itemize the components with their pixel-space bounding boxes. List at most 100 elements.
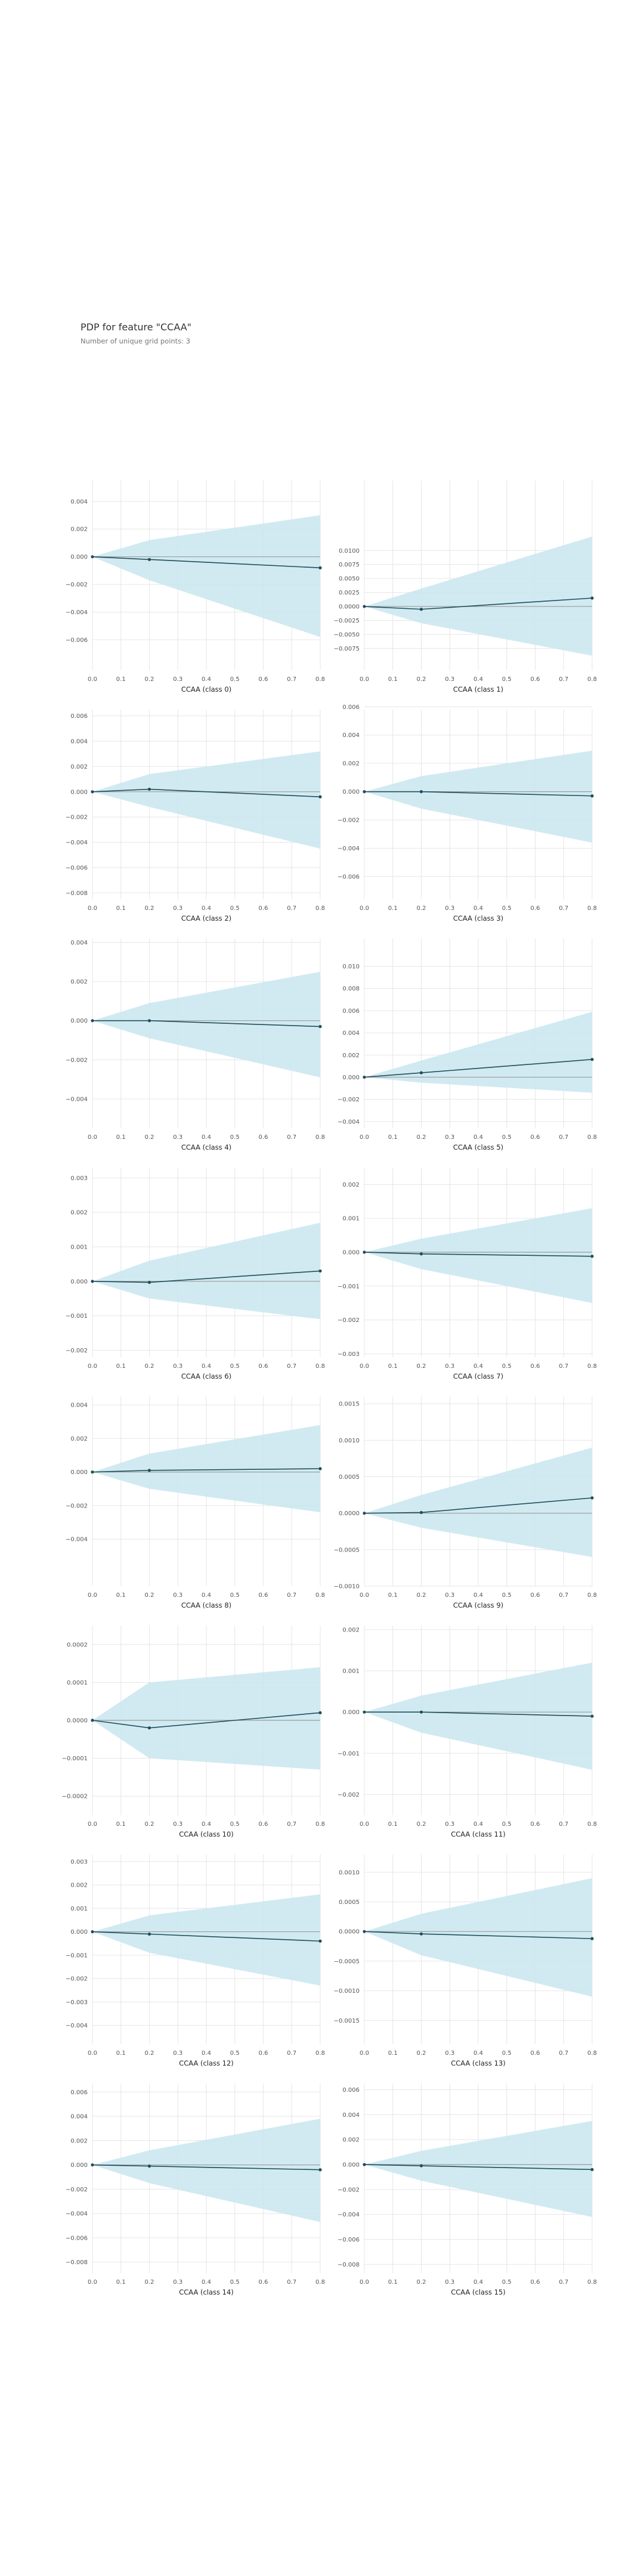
chart-15-xtick-label-1: 0.1: [388, 2279, 398, 2286]
chart-14-xtick-label-5: 0.5: [230, 2279, 240, 2286]
chart-13-xtick-label-2: 0.2: [417, 2050, 426, 2057]
chart-3-xtick-label-2: 0.2: [417, 905, 426, 912]
chart-12-xtick-label-2: 0.2: [145, 2050, 154, 2057]
chart-12-point-2: [318, 1939, 322, 1943]
chart-14-ytick-label-6: −0.006: [66, 2235, 88, 2241]
chart-3: 0.0 0.1 0.2 0.3 0.4 0.5 0.6 0.7 0.8 0.006 0.004 0.0…: [338, 704, 597, 922]
chart-0-ytick-label-5: −0.006: [66, 637, 88, 643]
chart-14-xtick-label-6: 0.6: [259, 2279, 268, 2286]
chart-10-xtick-label-6: 0.6: [259, 1821, 268, 1828]
chart-3-xtick-label-8: 0.8: [587, 905, 597, 912]
chart-1-point-1: [419, 608, 423, 611]
chart-0-point-2: [318, 566, 322, 569]
chart-12-xtick-label-5: 0.5: [230, 2050, 240, 2057]
chart-9-xtick-label-4: 0.4: [473, 1592, 483, 1599]
chart-13-point-0: [363, 1930, 366, 1933]
chart-6-point-1: [147, 1280, 151, 1284]
chart-9-ytick-label-4: −0.0005: [334, 1547, 360, 1553]
chart-8-xtick-label-0: 0.0: [88, 1592, 97, 1599]
chart-14-ytick-label-2: 0.002: [70, 2138, 88, 2144]
chart-8-ytick-label-1: 0.002: [70, 1436, 88, 1442]
chart-3-point-1: [419, 790, 423, 794]
chart-3-ytick-label-0: 0.006: [342, 704, 360, 711]
chart-14-confidence-band: [92, 2119, 320, 2222]
chart-15-xtick-label-6: 0.6: [531, 2279, 540, 2286]
chart-6-xtick-label-8: 0.8: [315, 1363, 325, 1370]
chart-9-xtick-label-1: 0.1: [388, 1592, 398, 1599]
chart-3-ytick-label-1: 0.004: [342, 732, 360, 739]
chart-5-ytick-label-2: 0.006: [342, 1008, 360, 1014]
chart-4-xtick-label-8: 0.8: [315, 1134, 325, 1141]
chart-13-xtick-label-5: 0.5: [502, 2050, 512, 2057]
chart-10-ytick-label-3: −0.0001: [62, 1755, 88, 1762]
chart-10-ytick-label-4: −0.0002: [62, 1794, 88, 1800]
chart-14-point-0: [91, 2163, 94, 2167]
chart-1-xtick-label-7: 0.7: [559, 676, 568, 683]
chart-10-xtick-label-8: 0.8: [315, 1821, 325, 1828]
chart-13-xtick-label-0: 0.0: [360, 2050, 369, 2057]
chart-0-xtick-label-3: 0.3: [173, 676, 182, 683]
chart-12-ytick-label-3: 0.000: [70, 1929, 88, 1936]
chart-8-xtick-label-5: 0.5: [230, 1592, 240, 1599]
chart-9-xlabel: CCAA (class 9): [453, 1601, 503, 1609]
chart-14-ytick-label-3: 0.000: [70, 2162, 88, 2169]
chart-1-xtick-label-8: 0.8: [587, 676, 597, 683]
chart-7-xtick-label-3: 0.3: [445, 1363, 454, 1370]
chart-0-ytick-label-1: 0.002: [70, 527, 88, 533]
chart-10-ytick-label-0: 0.0002: [67, 1642, 88, 1648]
chart-4-xlabel: CCAA (class 4): [181, 1143, 231, 1151]
chart-1-xtick-label-5: 0.5: [502, 676, 512, 683]
chart-3-xtick-label-1: 0.1: [388, 905, 398, 912]
chart-5-ytick-label-1: 0.008: [342, 986, 360, 992]
chart-4-ytick-label-3: −0.002: [66, 1057, 88, 1064]
page-subtitle: Number of unique grid points: 3: [80, 337, 191, 345]
chart-3-xtick-label-5: 0.5: [502, 905, 512, 912]
chart-8-ytick-label-0: 0.004: [70, 1402, 88, 1409]
chart-15-point-1: [419, 2164, 423, 2168]
chart-10-point-2: [318, 1711, 322, 1714]
chart-15-ytick-label-6: −0.006: [338, 2237, 360, 2243]
chart-11-point-0: [363, 1710, 366, 1714]
chart-6-xtick-label-0: 0.0: [88, 1363, 97, 1370]
chart-11-xtick-label-2: 0.2: [417, 1821, 426, 1828]
chart-4-point-1: [147, 1019, 151, 1023]
chart-14-xtick-label-7: 0.7: [287, 2279, 296, 2286]
chart-4-point-0: [91, 1019, 94, 1023]
chart-5-xtick-label-5: 0.5: [502, 1134, 512, 1141]
chart-2-point-2: [318, 795, 322, 798]
chart-6-xtick-label-7: 0.7: [287, 1363, 296, 1370]
chart-10-point-1: [147, 1726, 151, 1730]
chart-14-xtick-label-3: 0.3: [173, 2279, 182, 2286]
chart-6-point-2: [318, 1269, 322, 1273]
chart-1-point-0: [363, 605, 366, 608]
chart-3-xtick-label-0: 0.0: [360, 905, 369, 912]
chart-13: 0.0 0.1 0.2 0.3 0.4 0.5 0.6 0.7 0.8 0.0010 0.0005 0…: [334, 1854, 597, 2067]
chart-1-xtick-label-0: 0.0: [360, 676, 369, 683]
chart-2-xtick-label-6: 0.6: [259, 905, 268, 912]
chart-1-xlabel: CCAA (class 1): [453, 685, 503, 693]
chart-10-xtick-label-3: 0.3: [173, 1821, 182, 1828]
chart-12-ytick-label-5: −0.002: [66, 1976, 88, 1983]
chart-12-ytick-label-2: 0.001: [70, 1906, 88, 1912]
chart-9: 0.0 0.1 0.2 0.3 0.4 0.5 0.6 0.7 0.8 0.0015 0.0010 0…: [334, 1397, 597, 1609]
chart-8-ytick-label-4: −0.004: [66, 1537, 88, 1543]
chart-0-confidence-band: [92, 515, 320, 637]
chart-12-ytick-label-1: 0.002: [70, 1883, 88, 1889]
chart-0-xtick-label-0: 0.0: [88, 676, 97, 683]
chart-5-xtick-label-1: 0.1: [388, 1134, 398, 1141]
chart-6-ytick-label-2: 0.001: [70, 1244, 88, 1250]
chart-13-confidence-band: [364, 1878, 592, 1997]
chart-7-xtick-label-2: 0.2: [417, 1363, 426, 1370]
chart-15-ytick-label-3: 0.000: [342, 2162, 360, 2168]
chart-14-ytick-label-1: 0.004: [70, 2114, 88, 2120]
chart-6-ytick-label-4: −0.001: [66, 1313, 88, 1320]
chart-12: 0.0 0.1 0.2 0.3 0.4 0.5 0.6 0.7 0.8 0.003 0.002 0.0…: [66, 1854, 325, 2067]
chart-4-ytick-label-4: −0.004: [66, 1096, 88, 1103]
chart-6-confidence-band: [92, 1222, 320, 1320]
chart-2-ytick-label-4: −0.002: [66, 815, 88, 821]
chart-9-xtick-label-6: 0.6: [531, 1592, 540, 1599]
chart-13-xtick-label-8: 0.8: [587, 2050, 597, 2057]
chart-4-xtick-label-3: 0.3: [173, 1134, 182, 1141]
chart-8-xtick-label-7: 0.7: [287, 1592, 296, 1599]
